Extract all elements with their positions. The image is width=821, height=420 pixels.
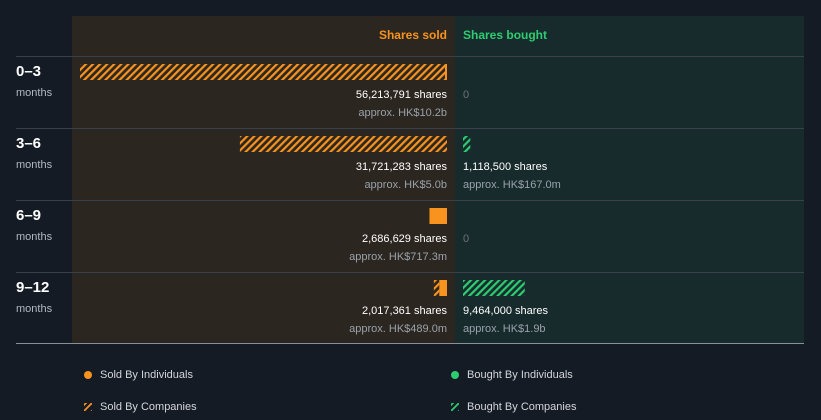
bought-companies-bar (463, 136, 471, 152)
bought-approx-label: approx. HK$167.0m (463, 179, 561, 191)
green-dot-icon (451, 371, 459, 379)
orange-dot-icon (84, 371, 92, 379)
sold-shares-label: 31,721,283 shares (356, 161, 448, 173)
period-unit: months (16, 303, 53, 315)
period-label: 9–12 (16, 279, 49, 296)
sold-bar-end-cap (445, 64, 447, 80)
legend-item-sold-companies[interactable]: Sold By Companies (84, 401, 197, 413)
sold-individuals-bar (429, 208, 447, 224)
sold-individuals-bar (439, 280, 447, 296)
orange-hatch-icon (84, 403, 92, 411)
sold-companies-bar (239, 136, 447, 152)
bought-zero-label: 0 (463, 89, 469, 101)
sold-shares-label: 2,686,629 shares (362, 233, 448, 245)
sold-shares-label: 56,213,791 shares (356, 89, 448, 101)
legend-label: Sold By Companies (100, 401, 197, 413)
period-label: 0–3 (16, 63, 41, 80)
sold-shares-label: 2,017,361 shares (362, 305, 448, 317)
bought-approx-label: approx. HK$1.9b (463, 323, 546, 335)
legend-label: Bought By Individuals (467, 369, 573, 381)
legend-item-sold-individuals[interactable]: Sold By Individuals (84, 369, 193, 381)
legend-label: Bought By Companies (467, 401, 577, 413)
bought-companies-bar (463, 280, 525, 296)
legend-label: Sold By Individuals (100, 369, 193, 381)
sold-approx-label: approx. HK$10.2b (358, 107, 447, 119)
sold-approx-label: approx. HK$717.3m (349, 251, 447, 263)
bought-shares-label: 9,464,000 shares (463, 305, 549, 317)
legend-item-bought-individuals[interactable]: Bought By Individuals (451, 369, 573, 381)
bought-shares-label: 1,118,500 shares (463, 161, 548, 173)
sold-companies-bar (80, 64, 447, 80)
period-unit: months (16, 159, 53, 171)
period-label: 3–6 (16, 135, 41, 152)
insider-trading-chart: Shares sold Shares bought 0–3 months 56,21… (16, 16, 804, 344)
sold-header: Shares sold (379, 28, 447, 42)
green-hatch-icon (451, 403, 459, 411)
sold-approx-label: approx. HK$489.0m (349, 323, 447, 335)
period-unit: months (16, 231, 53, 243)
period-label: 6–9 (16, 207, 41, 224)
bought-header: Shares bought (463, 28, 547, 42)
period-unit: months (16, 87, 53, 99)
sold-approx-label: approx. HK$5.0b (364, 179, 447, 191)
sold-companies-bar (433, 280, 440, 296)
bought-zero-label: 0 (463, 233, 469, 245)
legend-item-bought-companies[interactable]: Bought By Companies (451, 401, 576, 413)
